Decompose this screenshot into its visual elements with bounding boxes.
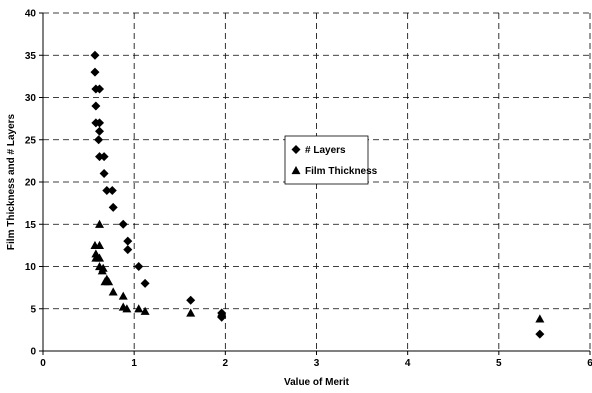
data-point-film-thickness [535,314,545,323]
data-point-layers [102,185,112,195]
y-tick-label: 20 [25,178,37,189]
data-point-film-thickness [108,287,118,296]
legend-marker-layers [291,145,301,154]
data-point-film-thickness [95,240,105,249]
data-point-layers [140,278,150,288]
data-point-layers [99,152,109,162]
y-tick-label: 35 [25,51,37,62]
data-point-film-thickness [97,266,107,275]
data-point-layers [118,219,128,229]
y-tick-label: 10 [25,262,37,273]
x-tick-label: 5 [496,358,502,369]
y-tick-label: 15 [25,220,37,231]
tick-labels: 0 5 10 15 20 25 30 35 40 0 1 2 3 4 5 6 [25,9,592,370]
data-point-layers [95,126,105,136]
data-point-layers [94,135,104,145]
x-tick-label: 6 [587,358,592,369]
y-tick-label: 40 [25,9,37,20]
data-point-layers [90,50,100,60]
y-tick-label: 5 [30,304,36,315]
legend-marker-shape [291,166,301,175]
y-tick-label: 0 [30,347,36,358]
data-point-film-thickness [118,291,128,300]
data-point-layers [123,236,133,246]
legend-marker-film-thickness [291,166,301,175]
x-tick-label: 3 [314,358,320,369]
y-tick-label: 25 [25,135,37,146]
data-point-film-thickness [95,219,105,228]
data-point-film-thickness [186,308,196,317]
legend: # Layers Film Thickness [284,135,378,185]
data-point-layers [107,185,117,195]
data-point-layers [91,101,101,111]
data-point-layers [535,329,545,339]
legend-label-film-thickness: Film Thickness [305,166,378,177]
data-point-film-thickness [104,277,114,286]
data-point-layers [123,245,133,255]
x-axis-title: Value of Merit [284,377,350,388]
x-tick-label: 1 [131,358,137,369]
data-point-layers [95,118,105,128]
data-point-film-thickness [217,308,227,317]
axes [39,12,591,355]
data-point-film-thickness [95,253,105,262]
data-point-layers [95,152,105,162]
y-tick-label: 30 [25,93,37,104]
data-point-layers [134,262,144,271]
x-tick-label: 2 [223,358,229,369]
legend-label-layers: # Layers [305,145,346,156]
data-point-layers [95,84,105,94]
legend-marker-shape [291,145,301,154]
data-point-layers [99,169,109,179]
data-point-film-thickness [122,304,132,313]
data-point-film-thickness [91,249,101,258]
data-point-film-thickness [134,304,144,313]
data-point-layers [90,67,100,77]
data-points [90,50,545,339]
y-axis-title: Film Thickness and # Layers [6,113,17,250]
data-point-layers [108,202,118,212]
x-tick-label: 4 [405,358,411,369]
legend-box [284,135,369,185]
data-point-film-thickness [140,306,150,315]
data-point-layers [186,295,196,305]
x-tick-label: 0 [40,358,46,369]
